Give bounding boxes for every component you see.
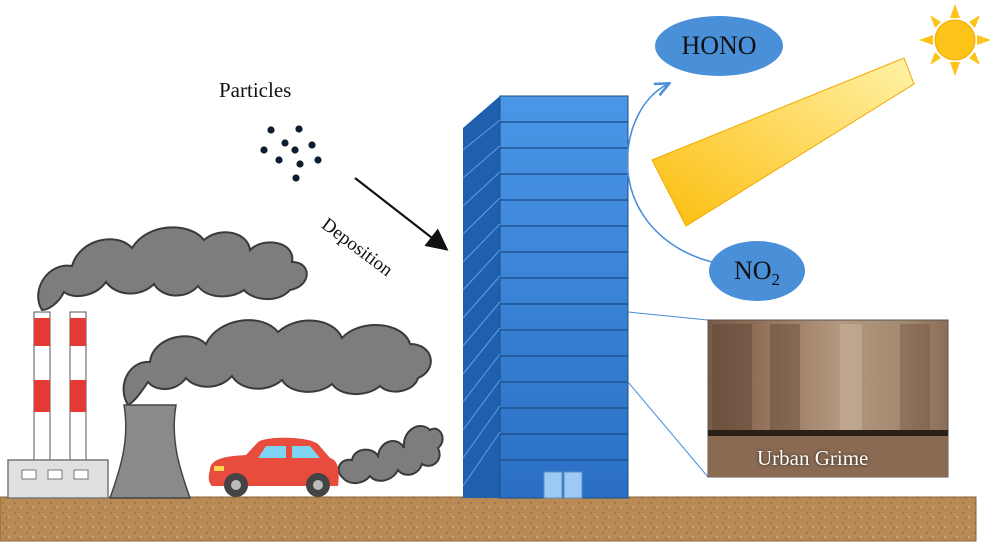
- smoke-cloud-icon: [37, 226, 308, 312]
- car-icon: [208, 437, 339, 497]
- skyscraper-icon: [462, 95, 629, 499]
- no2-subscript: 2: [771, 270, 781, 290]
- no2-label: NO2: [708, 249, 806, 302]
- urban-grime-label: Urban Grime: [757, 446, 869, 470]
- factory-chimney-icon: [7, 311, 109, 499]
- no2-bubble: [709, 241, 805, 301]
- callout-line: [627, 311, 709, 321]
- callout-line: [627, 381, 709, 478]
- ground: [0, 496, 977, 542]
- no2-base-text: NO: [733, 256, 772, 285]
- urban-grime-photo: [707, 319, 949, 478]
- smoke-cloud-icon: [337, 425, 444, 484]
- sunbeam: [651, 57, 915, 227]
- particles-label: Particles: [219, 78, 292, 102]
- particle-dots-icon: [260, 125, 322, 182]
- cooling-tower-icon: [108, 404, 192, 499]
- smoke-cloud-icon: [122, 319, 432, 407]
- sun-icon: [919, 4, 991, 76]
- hono-label: HONO: [681, 31, 757, 60]
- deposition-arrow: [354, 177, 449, 251]
- hono-bubble: [655, 16, 783, 76]
- reaction-arrow: [626, 84, 713, 263]
